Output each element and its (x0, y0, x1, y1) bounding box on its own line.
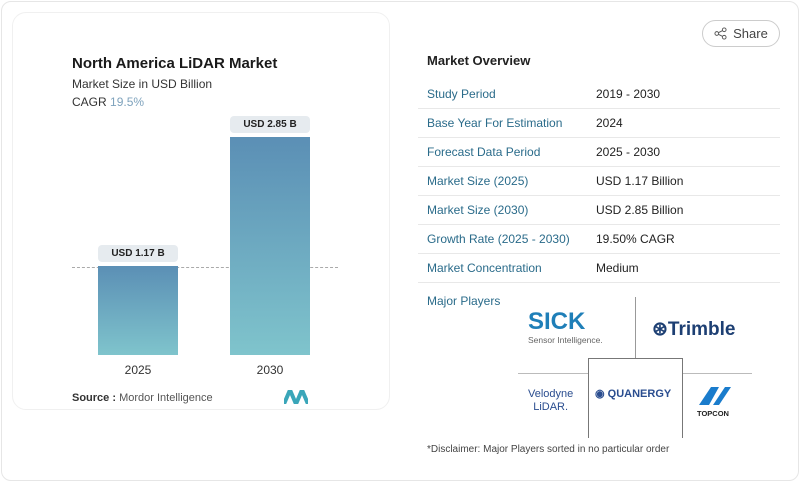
data-label: USD 2.85 B (230, 116, 310, 133)
row-label: Study Period (427, 87, 496, 101)
trimble-logo: ⊛Trimble (652, 319, 736, 340)
overview-row: Market Size (2030) USD 2.85 Billion (418, 196, 780, 225)
major-players-label: Major Players (427, 294, 501, 308)
source-value: Mordor Intelligence (119, 392, 213, 404)
velodyne-logo: Velodyne LiDAR. (528, 388, 574, 413)
source-label: Source : (72, 392, 117, 404)
overview-row: Market Concentration Medium (418, 254, 780, 283)
topcon-logo-icon (699, 387, 731, 405)
overview-row: Growth Rate (2025 - 2030) 19.50% CAGR (418, 225, 780, 254)
row-value: 2024 (596, 116, 623, 130)
source: Source : Mordor Intelligence (72, 392, 213, 404)
row-label: Growth Rate (2025 - 2030) (427, 232, 570, 246)
share-icon (714, 27, 727, 40)
row-value: USD 2.85 Billion (596, 203, 684, 217)
topcon-logo: TOPCON (697, 409, 729, 418)
overview-title: Market Overview (427, 53, 531, 68)
row-value: 2025 - 2030 (596, 145, 661, 159)
cagr-label: CAGR (72, 95, 107, 109)
row-value: USD 1.17 Billion (596, 174, 684, 188)
reference-line (72, 267, 338, 268)
row-label: Market Size (2025) (427, 174, 529, 188)
row-value: Medium (596, 261, 639, 275)
sick-logo: SICK (528, 308, 586, 335)
bar-2025 (98, 265, 178, 355)
chart-card (12, 12, 390, 410)
divider (635, 297, 636, 367)
chart-subtitle: Market Size in USD Billion (72, 77, 213, 91)
cagr-value: 19.5% (110, 95, 145, 109)
divider-box (588, 358, 683, 438)
mordor-logo-icon (284, 390, 308, 404)
disclaimer: *Disclaimer: Major Players sorted in no … (427, 444, 670, 455)
quanergy-logo: ◉ QUANERGY (595, 388, 672, 400)
row-label: Market Concentration (427, 261, 542, 275)
row-value: 2019 - 2030 (596, 87, 661, 101)
overview-row: Base Year For Estimation 2024 (418, 109, 780, 138)
overview-row: Forecast Data Period 2025 - 2030 (418, 138, 780, 167)
x-tick-label: 2025 (124, 363, 152, 377)
chart-title: North America LiDAR Market (72, 55, 278, 72)
cagr: CAGR 19.5% (72, 95, 144, 109)
overview-row: Market Size (2025) USD 1.17 Billion (418, 167, 780, 196)
overview-row: Study Period 2019 - 2030 (418, 80, 780, 109)
row-label: Market Size (2030) (427, 203, 529, 217)
sick-tagline: Sensor Intelligence. (528, 335, 603, 345)
bar-2030 (230, 137, 310, 355)
share-label: Share (733, 26, 768, 41)
row-label: Forecast Data Period (427, 145, 541, 159)
row-value: 19.50% CAGR (596, 232, 675, 246)
data-label: USD 1.17 B (98, 244, 178, 262)
share-button[interactable]: Share (702, 20, 780, 47)
row-label: Base Year For Estimation (427, 116, 563, 130)
x-tick-label: 2030 (256, 363, 284, 377)
